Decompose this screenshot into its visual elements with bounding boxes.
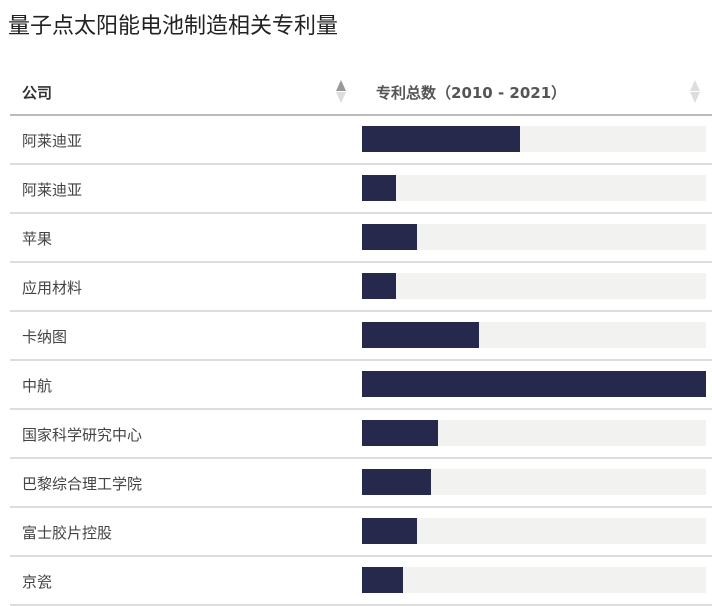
table-row: 苹果 [10,214,712,263]
bar-track [362,469,706,495]
bar-track [362,371,706,397]
table-row: 阿莱迪亚 [10,116,712,165]
table-header: 公司 专利总数（2010 - 2021） [10,70,712,116]
company-name: 国家科学研究中心 [22,426,143,444]
bar [362,175,397,201]
page-title: 量子点太阳能电池制造相关专利量 [8,14,339,39]
column-header-patents[interactable]: 专利总数（2010 - 2021） [376,84,567,102]
table-row: 应用材料 [10,263,712,312]
company-name: 应用材料 [22,279,83,297]
sort-icon[interactable] [690,80,700,104]
column-header-company[interactable]: 公司 [22,84,53,102]
company-name: 苹果 [22,230,53,248]
bar [362,567,404,593]
bar [362,126,521,152]
table-row: 国家科学研究中心 [10,410,712,459]
bar-track [362,273,706,299]
bar-track [362,175,706,201]
bar [362,322,479,348]
sort-icon[interactable] [336,80,346,104]
bar-track [362,518,706,544]
table-row: 阿莱迪亚 [10,165,712,214]
bar-track [362,567,706,593]
bar [362,224,418,250]
company-name: 京瓷 [22,573,53,591]
table-row: 富士胶片控股 [10,508,712,557]
bar [362,518,418,544]
company-name: 阿莱迪亚 [22,181,83,199]
company-name: 富士胶片控股 [22,524,113,542]
bar-track [362,420,706,446]
company-name: 卡纳图 [22,328,68,346]
bar [362,469,431,495]
bar [362,420,438,446]
bar-track [362,224,706,250]
company-name: 巴黎综合理工学院 [22,475,143,493]
table-row: 京瓷 [10,557,712,606]
company-name: 阿莱迪亚 [22,132,83,150]
bar-track [362,322,706,348]
bar [362,371,706,397]
table-row: 中航 [10,361,712,410]
company-name: 中航 [22,377,53,395]
patent-table: 公司 专利总数（2010 - 2021） 阿莱迪亚 阿莱迪亚 苹果 应用材料 卡… [10,70,712,606]
bar-track [362,126,706,152]
bar [362,273,397,299]
table-row: 卡纳图 [10,312,712,361]
table-row: 巴黎综合理工学院 [10,459,712,508]
